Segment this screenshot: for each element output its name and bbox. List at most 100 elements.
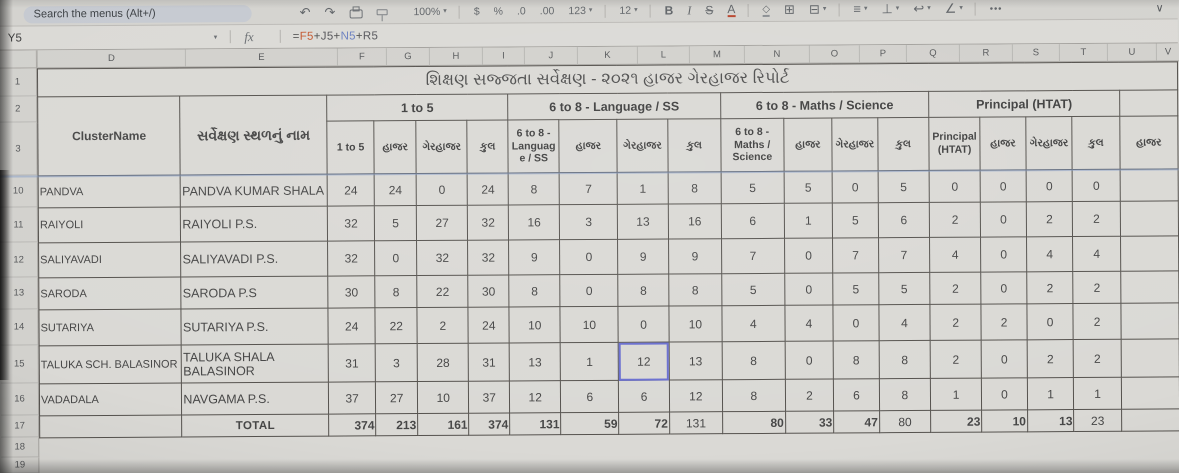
cell-L12[interactable]: 9	[617, 239, 669, 275]
chevron-down-icon[interactable]: ▾	[213, 33, 218, 41]
subheader-R3[interactable]: Principal (HTAT)	[928, 117, 981, 171]
cell-I16[interactable]: 37	[468, 380, 510, 414]
group-header-2[interactable]: 6 to 8 - Language / SS	[507, 92, 721, 120]
cell-H17[interactable]: 161	[417, 413, 470, 436]
cell-G14[interactable]: 22	[375, 307, 418, 344]
cell-S13[interactable]: 0	[980, 271, 1027, 305]
subheader-U3[interactable]: કુલ	[1072, 116, 1120, 170]
cell-V11[interactable]	[1120, 200, 1179, 237]
cell-M12[interactable]: 9	[668, 238, 722, 275]
cell-K12[interactable]: 0	[559, 239, 619, 275]
row-header-3[interactable]: 3	[0, 122, 38, 176]
merge-cells-button[interactable]: ⊟ ▾	[809, 0, 827, 20]
cell-P12[interactable]: 7	[832, 237, 879, 274]
column-header-S[interactable]: S	[1011, 44, 1059, 63]
cell-Q17[interactable]: 80	[879, 410, 931, 433]
cell-D12[interactable]: SALIYAVADI	[38, 241, 182, 278]
borders-button[interactable]: ⊞	[783, 1, 795, 17]
cell-J14[interactable]: 10	[509, 306, 561, 343]
cell-N14[interactable]: 4	[721, 305, 785, 342]
cell-K11[interactable]: 3	[559, 204, 618, 240]
cell-M10[interactable]: 8	[667, 171, 722, 205]
cell-M14[interactable]: 10	[668, 305, 723, 343]
group-header-3[interactable]: 6 to 8 - Maths / Science	[720, 91, 929, 119]
cell-D17[interactable]	[39, 414, 183, 438]
text-wrap-button[interactable]: ↩ ▾	[913, 0, 931, 19]
column-header-V[interactable]: V	[1155, 43, 1179, 62]
row-header-1[interactable]: 1	[0, 68, 38, 97]
subheader-K3[interactable]: હાજર	[559, 119, 618, 173]
row-header-11[interactable]: 11	[0, 207, 39, 243]
zoom-select[interactable]: 100% ▾	[413, 2, 446, 22]
cell-D13[interactable]: SARODA	[38, 276, 182, 310]
cell-N12[interactable]: 7	[721, 238, 785, 274]
subheader-F3[interactable]: 1 to 5	[326, 120, 375, 175]
more-formats-button[interactable]: 123 ▾	[568, 1, 592, 21]
cell-K14[interactable]: 10	[560, 306, 619, 343]
cell-P14[interactable]: 0	[833, 304, 879, 342]
cell-N13[interactable]: 5	[721, 273, 785, 306]
cell-S16[interactable]: 0	[981, 377, 1028, 411]
cell-P16[interactable]: 6	[833, 378, 880, 412]
cell-U17[interactable]: 23	[1073, 409, 1122, 432]
formula-input[interactable]: =F5+J5+N5+R5	[293, 30, 379, 43]
subheader-N3[interactable]: 6 to 8 - Maths / Science	[720, 118, 784, 172]
cell-V10[interactable]	[1119, 168, 1179, 202]
cell-D15[interactable]: TALUKA SCH. BALASINOR	[39, 344, 182, 384]
cell-D16[interactable]: VADADALA	[39, 382, 183, 416]
cell-F12[interactable]: 32	[327, 240, 376, 277]
cell-E14[interactable]: SUTARIYA P.S.	[181, 308, 329, 345]
cell-M15[interactable]: 13	[668, 341, 723, 381]
text-rotation-button[interactable]: ∠ ▾	[945, 0, 963, 19]
cell-K13[interactable]: 0	[560, 274, 619, 307]
cell-Q15[interactable]: 8	[878, 340, 931, 379]
cell-F13[interactable]: 30	[327, 275, 376, 309]
column-header-N[interactable]: N	[743, 45, 809, 65]
cell-N15[interactable]: 8	[722, 341, 786, 380]
cell-J12[interactable]: 9	[508, 239, 561, 275]
column-header-M[interactable]: M	[688, 46, 744, 65]
subheader-T3[interactable]: ગેરહાજર	[1025, 116, 1073, 170]
cell-E15[interactable]: TALUKA SHALA BALASINOR	[181, 344, 329, 383]
cell-I15[interactable]: 31	[468, 342, 510, 382]
cell-R15[interactable]: 2	[930, 340, 982, 379]
cell-V15[interactable]	[1120, 338, 1179, 378]
format-percent-button[interactable]: %	[493, 5, 504, 18]
cell-U11[interactable]: 2	[1072, 201, 1121, 237]
collapse-toolbar-button[interactable]: ∨	[1155, 1, 1164, 15]
cell-U12[interactable]: 4	[1072, 236, 1121, 272]
column-header-E[interactable]: E	[184, 48, 337, 68]
column-header-U[interactable]: U	[1106, 43, 1156, 62]
cell-U15[interactable]: 2	[1073, 339, 1122, 378]
cell-E11[interactable]: RAIYOLI P.S.	[180, 206, 328, 242]
cell-G15[interactable]: 3	[375, 343, 418, 382]
cell-N10[interactable]: 5	[721, 171, 785, 204]
text-color-button[interactable]: A	[727, 2, 736, 18]
column-header-L[interactable]: L	[636, 46, 689, 65]
cell-R17[interactable]: 23	[930, 410, 982, 433]
subheader-J3[interactable]: 6 to 8 - Language / SS	[507, 119, 560, 173]
cell-S10[interactable]: 0	[980, 169, 1027, 203]
column-header-K[interactable]: K	[576, 46, 637, 66]
subheader-P3[interactable]: ગેરહાજર	[831, 117, 878, 172]
cell-O14[interactable]: 4	[784, 305, 834, 342]
cell-F17[interactable]: 374	[328, 413, 377, 437]
cell-D2-clustername-header[interactable]: ClusterName	[37, 95, 181, 176]
decrease-decimal-button[interactable]: .0	[516, 5, 526, 18]
cell-F16[interactable]: 37	[328, 381, 376, 415]
cell-F10[interactable]: 24	[327, 173, 375, 207]
cell-S17[interactable]: 10	[981, 409, 1028, 433]
column-header-R[interactable]: R	[958, 44, 1012, 63]
cell-V17[interactable]	[1121, 408, 1179, 432]
row-header-17[interactable]: 17	[1, 415, 40, 438]
vertical-align-button[interactable]: ⊥ ▾	[881, 0, 899, 19]
cell-H13[interactable]: 22	[416, 275, 469, 308]
cell-M11[interactable]: 16	[668, 203, 722, 240]
cell-O16[interactable]: 2	[785, 379, 834, 412]
cell-M13[interactable]: 8	[668, 273, 722, 307]
subheader-I3[interactable]: કુલ	[467, 119, 509, 174]
cell-T17[interactable]: 13	[1027, 409, 1075, 432]
cell-U16[interactable]: 1	[1073, 377, 1122, 410]
more-toolbar-button[interactable]: •••	[989, 3, 1003, 14]
cell-K17[interactable]: 59	[560, 412, 620, 435]
